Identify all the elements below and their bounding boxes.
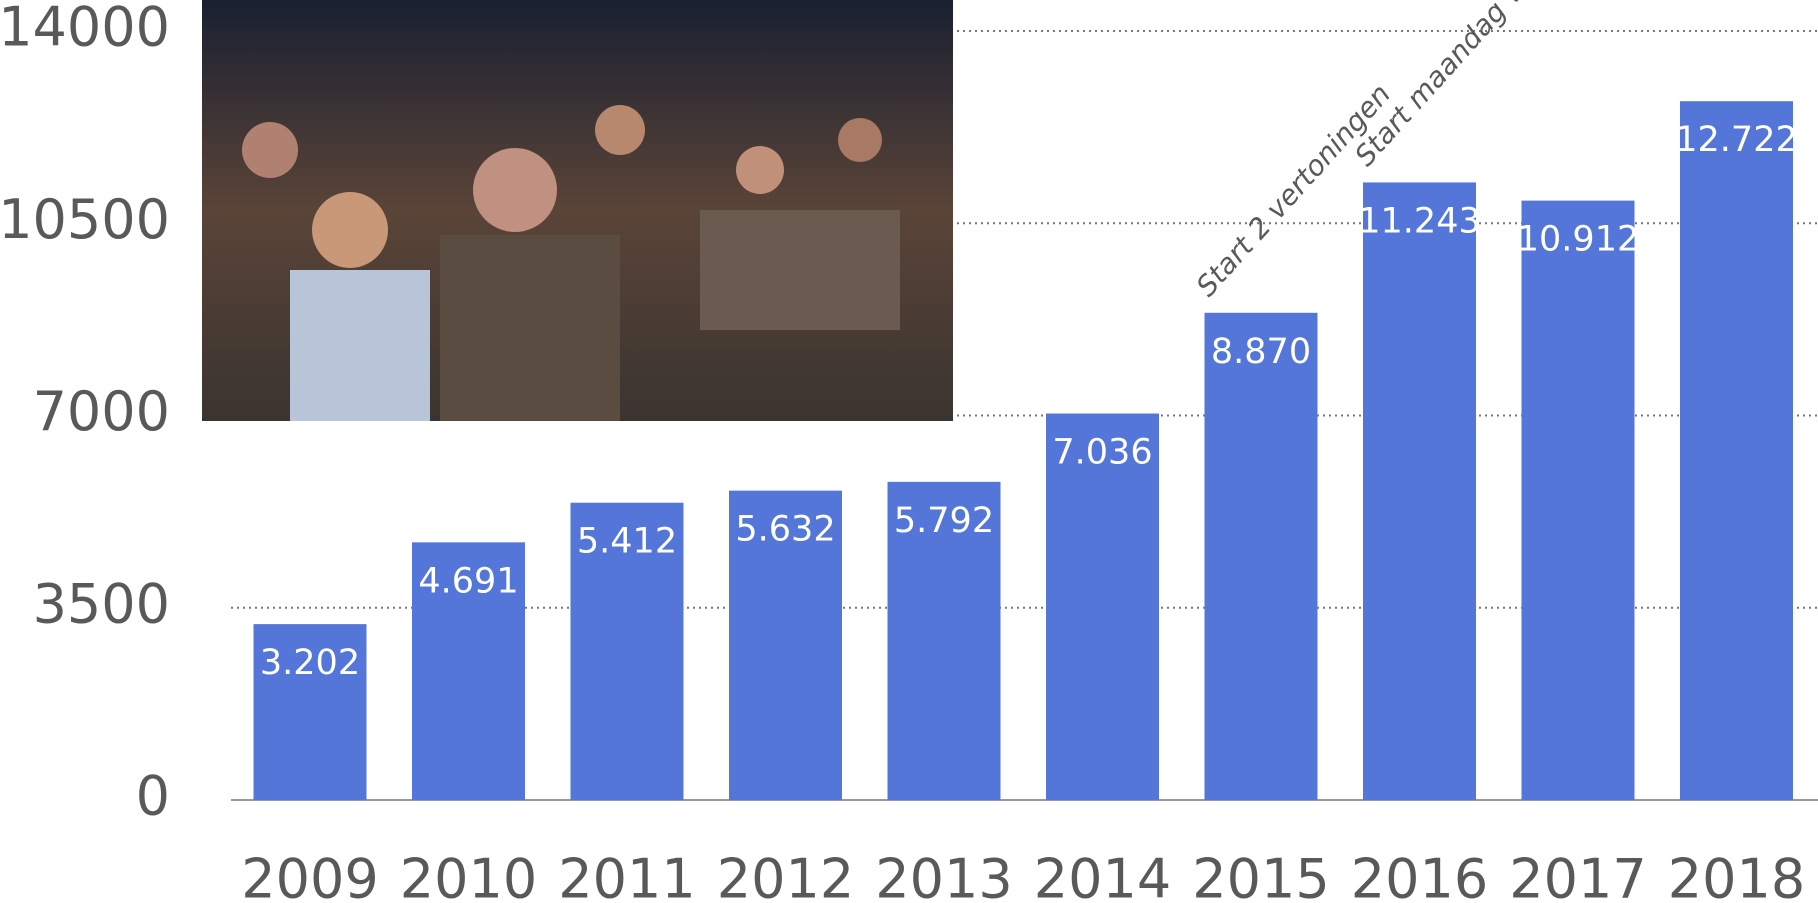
value-label: 7.036: [1052, 433, 1152, 473]
value-label: 5.632: [735, 510, 835, 550]
x-tick-label: 2012: [717, 848, 854, 903]
y-tick-label: 0: [136, 765, 170, 828]
value-label: 11.243: [1358, 201, 1480, 241]
value-label: 5.412: [577, 522, 677, 562]
x-tick-label: 2013: [875, 848, 1012, 903]
chart: 0 3500 7000 10500 14000 2009 3.202 2010 4.691 201…: [0, 0, 1818, 903]
x-tick-label: 2014: [1034, 848, 1171, 903]
audience-photo: [202, 0, 953, 421]
y-tick-label: 14000: [0, 0, 170, 59]
annotation: Start maandag vertoningen: [1348, 0, 1632, 172]
bar: [1363, 182, 1476, 800]
value-label: 10.912: [1517, 220, 1639, 260]
x-tick-label: 2018: [1668, 848, 1805, 903]
y-tick-label: 3500: [33, 572, 170, 635]
x-tick-label: 2015: [1192, 848, 1329, 903]
x-tick-label: 2009: [241, 848, 378, 903]
value-label: 8.870: [1211, 332, 1311, 372]
value-label: 12.722: [1675, 120, 1797, 160]
x-tick-label: 2017: [1509, 848, 1646, 903]
bar: [1205, 313, 1318, 800]
value-label: 3.202: [260, 643, 360, 683]
value-label: 5.792: [894, 501, 994, 541]
y-tick-label: 7000: [33, 380, 170, 443]
bar: [1680, 101, 1793, 800]
bar: [1522, 201, 1635, 800]
y-tick-label: 10500: [0, 188, 170, 251]
x-tick-label: 2016: [1351, 848, 1488, 903]
x-tick-label: 2011: [558, 848, 695, 903]
x-tick-label: 2010: [400, 848, 537, 903]
value-label: 4.691: [418, 561, 518, 601]
